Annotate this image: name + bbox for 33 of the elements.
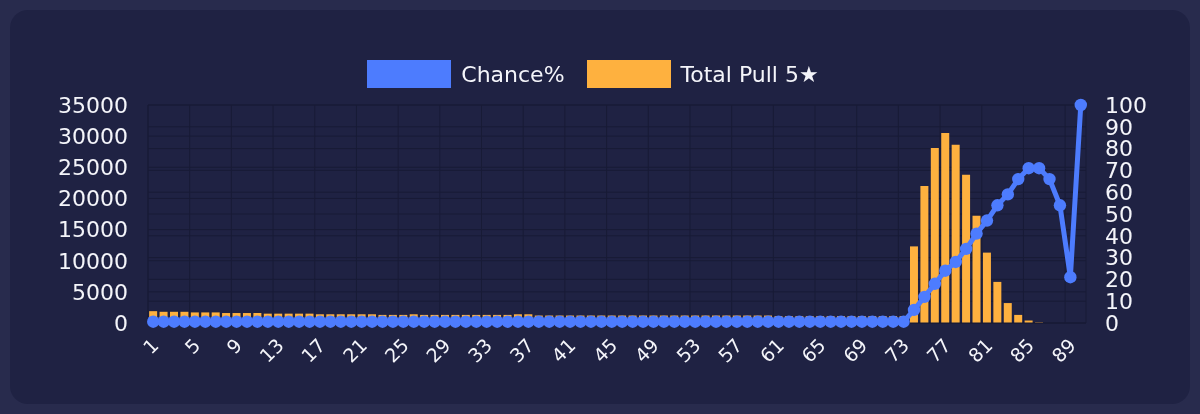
x-tick-label: 17	[296, 333, 330, 367]
y-tick-label: 5000	[72, 279, 128, 305]
y-tick-label: 30000	[58, 123, 128, 149]
x-tick-label: 77	[922, 333, 955, 367]
x-tick-label: 49	[630, 333, 664, 367]
x-tick-label: 9	[222, 333, 247, 359]
x-tick-label: 45	[588, 333, 622, 367]
x-tick-label: 5	[180, 333, 205, 359]
y-tick-label: 25000	[58, 155, 128, 181]
x-tick-label: 13	[255, 333, 288, 367]
y-tick-label: 10000	[58, 248, 128, 274]
x-tick-label: 37	[505, 333, 538, 367]
x-tick-label: 69	[838, 333, 872, 367]
x-tick-label: 73	[880, 333, 914, 367]
x-tick-label: 61	[755, 333, 789, 367]
x-tick-label: 1	[138, 333, 163, 359]
x-tick-label: 33	[463, 333, 497, 367]
legend-label: Total Pull 5★	[680, 61, 819, 87]
x-tick-label: 29	[421, 333, 455, 367]
x-tick-label: 41	[546, 333, 580, 367]
x-tick-label: 53	[672, 333, 705, 367]
x-tick-label: 25	[380, 333, 413, 367]
x-tick-label: 65	[797, 333, 830, 367]
x-tick-label: 21	[338, 333, 372, 367]
y-tick-label: 15000	[58, 217, 128, 243]
x-tick-label: 85	[1005, 333, 1039, 367]
y-tick-label: 20000	[58, 186, 128, 212]
x-tick-label: 81	[963, 333, 997, 367]
x-tick-label: 89	[1047, 333, 1080, 367]
legend-label: Chance%	[461, 61, 565, 87]
x-tick-label: 57	[713, 333, 747, 367]
y-tick-label: 0	[114, 310, 128, 336]
y-tick-label: 35000	[58, 92, 128, 118]
